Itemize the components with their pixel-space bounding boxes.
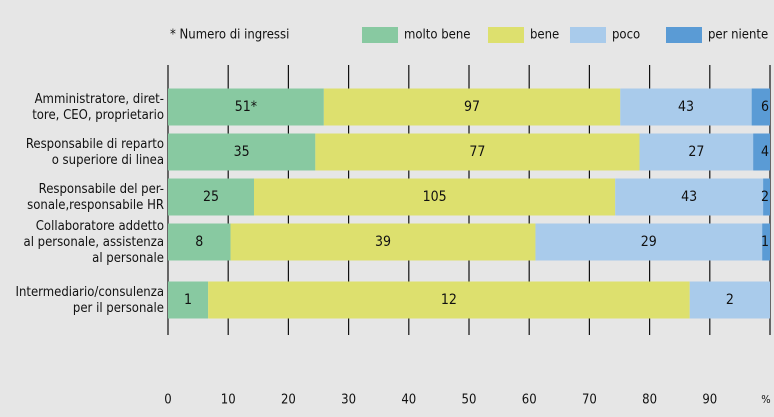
bar-segment (168, 223, 231, 261)
value-label: 1 (761, 234, 769, 250)
value-label: 97 (464, 99, 480, 115)
bar-segment (208, 281, 690, 319)
value-label: 27 (688, 144, 704, 160)
x-tick-label: 60 (522, 393, 537, 408)
x-tick-label: % (761, 393, 770, 406)
value-label: 2 (761, 189, 769, 205)
category-label: Collaboratore addetto al personale, assis… (24, 219, 164, 266)
value-label: 2 (726, 292, 734, 308)
x-tick-label: 10 (221, 393, 236, 408)
bar-segment (615, 178, 764, 216)
bar-segment (168, 178, 254, 216)
value-label: 29 (641, 234, 657, 250)
legend-label: per niente (708, 28, 768, 43)
value-label: 39 (375, 234, 391, 250)
bar-segment (254, 178, 616, 216)
category-label: Responsabile di reparto o superiore di li… (26, 137, 164, 168)
bar-segment (763, 178, 770, 216)
bar-segment (168, 281, 209, 319)
x-tick-label: 50 (462, 393, 477, 408)
bar-segment (230, 223, 536, 261)
x-tick-label: 20 (281, 393, 296, 408)
bar-segment (751, 88, 770, 126)
legend-swatch (362, 27, 398, 43)
value-label: 6 (761, 99, 769, 115)
x-tick-label: 90 (702, 393, 717, 408)
value-label: 105 (423, 189, 447, 205)
category-label: Intermediario/consulenza per il personale (16, 285, 164, 316)
bar-segment (168, 88, 324, 126)
value-label: 77 (469, 144, 485, 160)
legend-swatch (488, 27, 524, 43)
bar-segment (535, 223, 763, 261)
x-tick-label: 30 (341, 393, 356, 408)
bar-segment (323, 88, 621, 126)
category-label: Responsabile del per-sonale,responsabile… (27, 182, 164, 213)
legend-label: molto bene (404, 28, 471, 43)
legend-swatch (570, 27, 606, 43)
category-label: Amministratore, diret-tore, CEO, proprie… (32, 92, 164, 123)
bar-segment (639, 133, 754, 171)
value-label: 8 (195, 234, 203, 250)
note: * Numero di ingressi (170, 28, 289, 43)
bar-segment (753, 133, 770, 171)
value-label: 35 (234, 144, 250, 160)
bar-segment (689, 281, 770, 319)
bar-segment (168, 133, 316, 171)
value-label: 4 (761, 144, 769, 160)
legend-label: bene (530, 28, 559, 43)
legend-label: poco (612, 28, 640, 43)
x-tick-label: 80 (642, 393, 657, 408)
bar-segment (762, 223, 770, 261)
value-label: 25 (203, 189, 219, 205)
x-tick-label: 40 (401, 393, 416, 408)
x-tick-label: 70 (582, 393, 597, 408)
value-label: 43 (678, 99, 694, 115)
x-tick-label: 0 (164, 393, 171, 408)
bar-segment (315, 133, 640, 171)
value-label: 43 (681, 189, 697, 205)
value-label: 12 (441, 292, 457, 308)
value-label: 51* (235, 99, 257, 115)
value-label: 1 (184, 292, 192, 308)
bar-segment (620, 88, 752, 126)
legend-swatch (666, 27, 702, 43)
